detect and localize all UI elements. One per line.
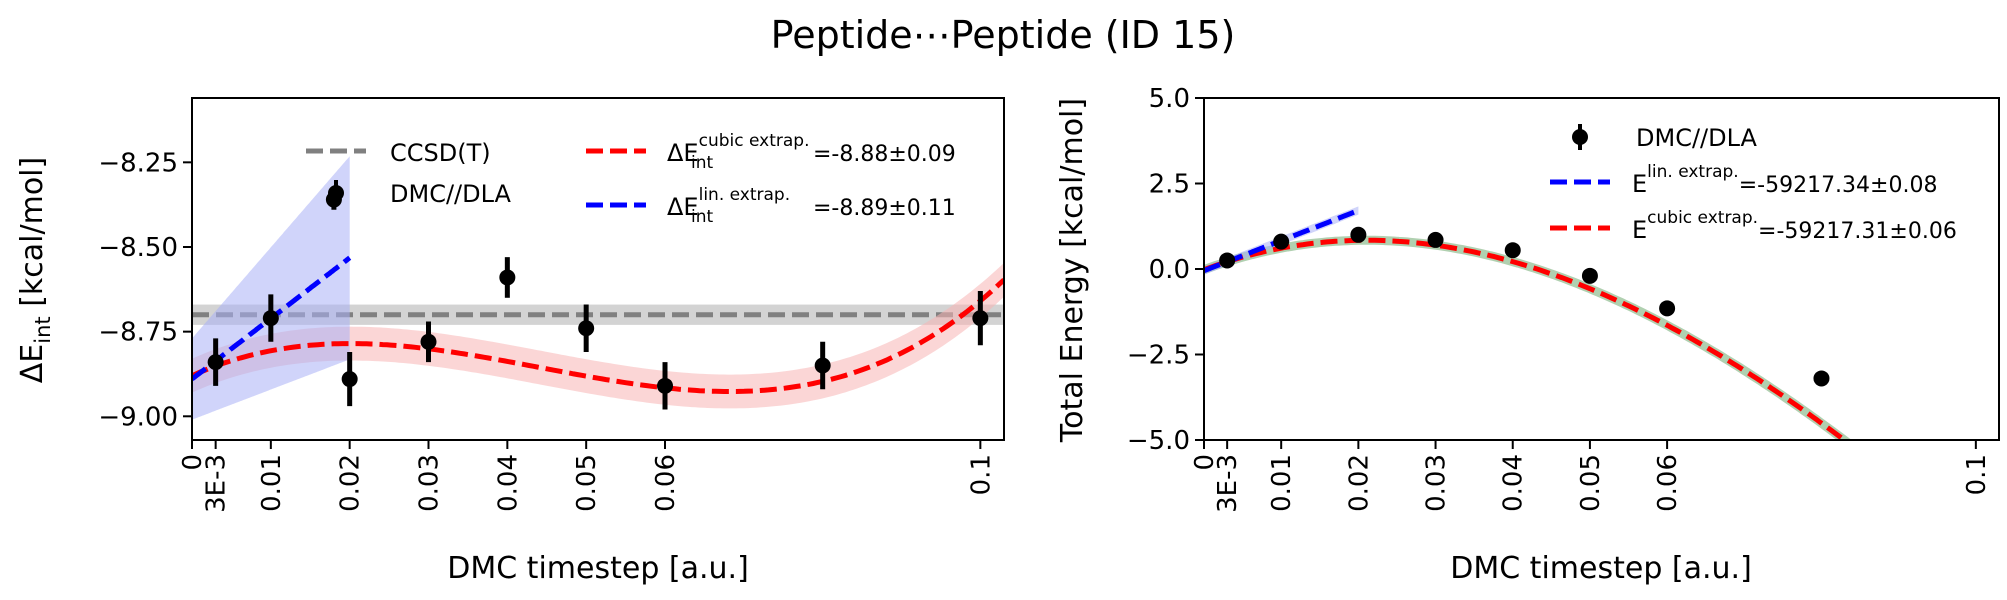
y-tick-label: −8.75 [98, 318, 178, 348]
dmc-point [262, 310, 279, 327]
cubic-band [192, 262, 1004, 409]
x-tick-label: 0.04 [1499, 454, 1529, 512]
x-tick-label: 0.02 [336, 454, 366, 512]
x-tick-label: 0.1 [966, 454, 996, 495]
x-tick-label: 0.01 [1267, 454, 1297, 512]
dmc-point [499, 269, 516, 286]
legend-cubic-label: ΔEcubic extrap. [667, 131, 809, 167]
dmc-point [657, 377, 674, 394]
x-tick-label: 0.06 [1653, 454, 1683, 512]
x-tick-label: 0.03 [415, 454, 445, 512]
legend-ccsd-label: CCSD(T) [390, 139, 491, 167]
dmc-point [578, 320, 595, 337]
legend-dmc-label-right: DMC//DLA [1636, 124, 1758, 152]
cubic-underlay [1204, 235, 1852, 440]
y-tick-label: 5.0 [1149, 84, 1190, 114]
dmc-point [814, 357, 831, 374]
right-axes-frame [1203, 97, 2000, 441]
linear-band [192, 156, 350, 420]
dmc-point [207, 354, 224, 371]
legend-cubic-label-right: Ecubic extrap.=-59217.31±0.06 [1632, 208, 1957, 244]
x-tick-label: 0.1 [1962, 454, 1992, 495]
right-plot-area [1204, 206, 1852, 440]
cubic-fit-line [1204, 237, 1849, 440]
right-ticks: 03E-3 0.01 0.02 0.03 0.04 0.05 0.06 0.1 5.0 2.5 0.… [1127, 84, 1992, 513]
x-tick-label: 0.04 [493, 454, 523, 512]
left-plot-area [192, 156, 1004, 420]
legend-dmc-label: DMC//DLA [390, 180, 512, 208]
y-tick-label: 2.5 [1149, 170, 1190, 200]
right-plot-content [1204, 206, 1852, 440]
right-legend: DMC//DLA Elin. extrap.=-59217.34±0.08 Ec… [1550, 124, 1957, 244]
y-tick-label: −5.0 [1127, 426, 1190, 456]
y-tick-label: 0.0 [1149, 255, 1190, 285]
legend-dmc-marker-right [1572, 129, 1588, 145]
x-tick-label: 0 [178, 454, 208, 471]
ccsd-band [192, 304, 1004, 325]
dmc-point [1659, 300, 1676, 317]
dmc-point [341, 371, 358, 388]
x-tick-label: 0 [1190, 454, 1220, 471]
x-tick-label: 3E-3 [1213, 454, 1243, 513]
x-tick-label: 0.05 [1576, 454, 1606, 512]
legend-linear-sub: int [691, 207, 713, 227]
x-tick-label: 0.06 [651, 454, 681, 512]
x-tick-label: 0.05 [572, 454, 602, 512]
y-tick-label: −8.25 [98, 148, 178, 178]
figure-title: Peptide⋯Peptide (ID 15) [771, 13, 1236, 57]
left-ticks: 03E-3 0.01 0.02 0.03 0.04 0.05 0.06 0.1 −8.25 −8.… [98, 148, 996, 513]
right-y-axis-label: Total Energy [kcal/mol] [1055, 98, 1090, 443]
chart-right: 03E-3 0.01 0.02 0.03 0.04 0.05 0.06 0.1 5.0 2.5 0.… [1055, 84, 2000, 586]
legend-cubic-sub: int [691, 153, 713, 173]
dmc-point [1581, 267, 1598, 284]
dmc-point [1813, 370, 1830, 387]
x-tick-label: 0.02 [1344, 454, 1374, 512]
y-tick-label: −8.50 [98, 233, 178, 263]
y-tick-label: −9.00 [98, 402, 178, 432]
left-axes-frame [191, 97, 1005, 441]
dmc-point [972, 310, 989, 327]
legend-dmc-marker [328, 185, 344, 201]
left-x-axis-label: DMC timestep [a.u.] [447, 551, 749, 586]
chart-left: 03E-3 0.01 0.02 0.03 0.04 0.05 0.06 0.1 −8.25 −8.… [15, 97, 1005, 586]
x-tick-label: 0.01 [257, 454, 287, 512]
dmc-point [1273, 233, 1290, 250]
dmc-point [420, 333, 437, 350]
legend-linear-value: =-8.89±0.11 [813, 196, 956, 221]
legend-cubic-value: =-8.88±0.09 [813, 142, 956, 167]
y-tick-label: −2.5 [1127, 341, 1190, 371]
left-legend: CCSD(T) DMC//DLA ΔEcubic extrap. int =-8… [306, 131, 956, 227]
x-tick-label: 3E-3 [202, 454, 232, 513]
dmc-point [1504, 242, 1521, 259]
left-plot-content [192, 156, 1004, 420]
legend-linear-label-right: Elin. extrap.=-59217.34±0.08 [1632, 162, 1937, 198]
left-y-axis-label: ΔEint [kcal/mol] [15, 157, 55, 383]
dmc-point [1219, 252, 1236, 269]
right-x-axis-label: DMC timestep [a.u.] [1450, 551, 1752, 586]
dmc-point [1350, 226, 1367, 243]
dmc-point [1427, 231, 1444, 248]
cubic-fit-line [192, 277, 1004, 394]
x-tick-label: 0.03 [1422, 454, 1452, 512]
legend-linear-label: ΔElin. extrap. [667, 185, 790, 221]
